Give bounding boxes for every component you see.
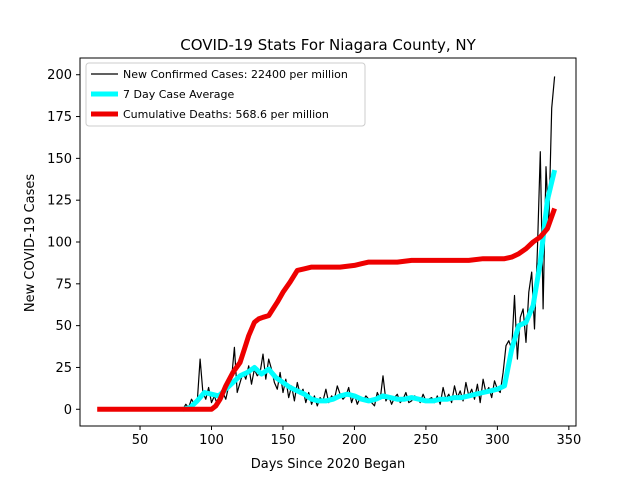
legend: New Confirmed Cases: 22400 per million 7 … [85,62,366,127]
x-tick-label: 100 [199,433,224,448]
x-tick-label: 300 [485,433,510,448]
y-tick-label: 150 [47,152,72,167]
y-tick-label: 75 [55,277,72,292]
y-tick-label: 50 [55,319,72,334]
series-line-2 [97,207,557,412]
x-tick-label: 50 [132,433,149,448]
legend-label: 7 Day Case Average [123,88,235,101]
plot-area [97,76,558,412]
plot-frame [79,57,577,427]
legend-label: New Confirmed Cases: 22400 per million [123,68,348,81]
series-line-1 [182,169,558,412]
y-tick-label: 25 [55,361,72,376]
y-tick-label: 100 [47,236,72,251]
y-tick-label: 125 [47,194,72,209]
y-tick-label: 200 [47,68,72,83]
x-tick-label: 350 [556,433,581,448]
y-axis: 0 25 50 75 100 125 150 175 200 [47,68,80,418]
legend-label: Cumulative Deaths: 568.6 per million [123,108,329,121]
legend-box [85,62,366,127]
x-tick-label: 150 [271,433,296,448]
x-tick-label: 250 [413,433,438,448]
x-axis-label: Days Since 2020 Began [251,457,406,472]
y-tick-label: 0 [64,403,72,418]
x-tick-label: 200 [342,433,367,448]
y-axis-label: New COVID-19 Cases [23,174,38,312]
chart-title: COVID-19 Stats For Niagara County, NY [180,36,476,54]
y-tick-label: 175 [47,110,72,125]
x-axis: 50 100 150 200 250 300 350 [132,426,581,448]
